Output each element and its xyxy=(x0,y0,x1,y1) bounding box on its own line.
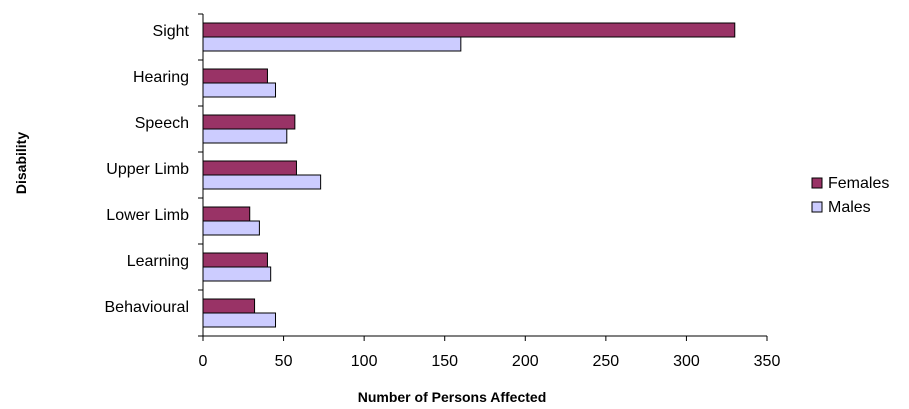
category-label-speech: Speech xyxy=(135,115,189,132)
x-tick-label-250: 250 xyxy=(593,353,620,370)
category-label-upper-limb: Upper Limb xyxy=(106,161,189,178)
category-label-hearing: Hearing xyxy=(133,69,189,86)
y-ticks xyxy=(198,13,203,337)
x-tick-label-150: 150 xyxy=(431,353,458,370)
bar-males-hearing xyxy=(202,82,277,98)
y-axis-title: Disability xyxy=(13,132,29,194)
x-tick-label-100: 100 xyxy=(351,353,378,370)
bar-males-lower-limb xyxy=(202,220,260,236)
legend-swatch-males xyxy=(811,201,823,213)
bar-males-speech xyxy=(202,128,288,144)
category-label-behavioural: Behavioural xyxy=(105,299,190,316)
bar-males-behavioural xyxy=(202,312,277,328)
x-axis-title: Number of Persons Affected xyxy=(358,389,547,405)
category-label-sight: Sight xyxy=(153,23,190,40)
bar-males-sight xyxy=(202,36,462,52)
x-tick-label-300: 300 xyxy=(673,353,700,370)
bar-females-lower-limb xyxy=(202,206,251,222)
bar-males-upper-limb xyxy=(202,174,322,190)
legend-label-females: Females xyxy=(828,175,889,192)
x-tick-label-350: 350 xyxy=(754,353,781,370)
bar-females-hearing xyxy=(202,68,268,84)
bar-males-learning xyxy=(202,266,272,282)
x-tick-label-200: 200 xyxy=(512,353,539,370)
category-labels: Sight Hearing Speech Upper Limb Lower Limb Le… xyxy=(105,23,190,316)
bar-females-speech xyxy=(202,114,296,130)
legend: Females Males xyxy=(811,175,889,216)
legend-swatch-females xyxy=(811,177,823,189)
legend-label-males: Males xyxy=(828,199,871,216)
x-ticks xyxy=(202,336,768,341)
x-tick-label-50: 50 xyxy=(275,353,293,370)
category-label-learning: Learning xyxy=(127,253,189,270)
category-label-lower-limb: Lower Limb xyxy=(106,207,189,224)
bars-group xyxy=(202,22,736,328)
x-tick-labels: 0 50 100 150 200 250 300 350 xyxy=(199,353,781,370)
bar-females-upper-limb xyxy=(202,160,297,176)
bar-females-behavioural xyxy=(202,298,256,314)
bar-females-learning xyxy=(202,252,268,268)
x-tick-label-0: 0 xyxy=(199,353,208,370)
bar-females-sight xyxy=(202,22,736,38)
